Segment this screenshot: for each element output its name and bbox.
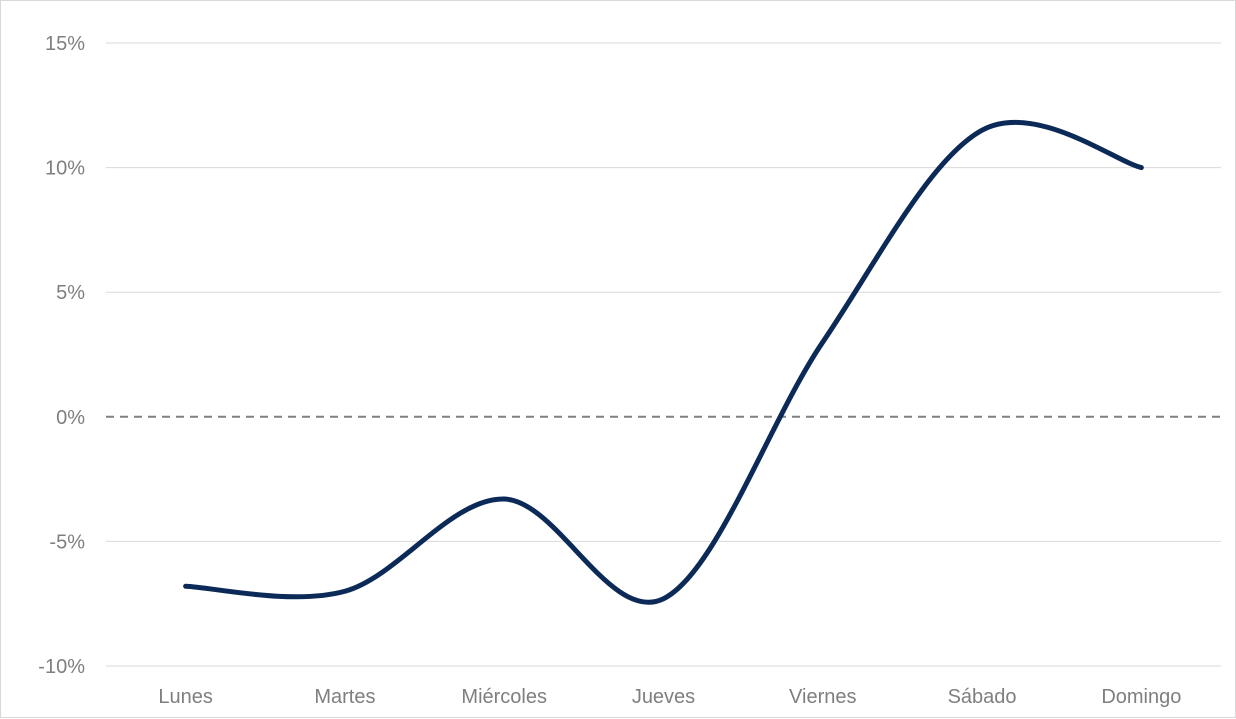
x-tick-label: Lunes [158,686,213,708]
x-axis: Lunes Martes Miércoles Jueves Viernes Sábado D… [158,686,1181,708]
y-tick-label: -5% [49,531,85,553]
x-tick-label: Domingo [1101,686,1181,708]
y-tick-label: -10% [38,656,85,678]
y-tick-label: 5% [56,282,85,304]
x-tick-label: Jueves [632,686,695,708]
x-tick-label: Viernes [789,686,856,708]
x-tick-label: Miércoles [461,686,547,708]
y-axis: -10% -5% 0% 5% 10% 15% [38,33,85,678]
y-tick-label: 0% [56,407,85,429]
series-line [183,119,1144,605]
gridlines [106,42,1221,667]
y-tick-label: 15% [45,33,85,55]
series-layer [183,119,1144,605]
y-tick-label: 10% [45,158,85,180]
x-tick-label: Martes [314,686,375,708]
x-tick-label: Sábado [948,686,1017,708]
